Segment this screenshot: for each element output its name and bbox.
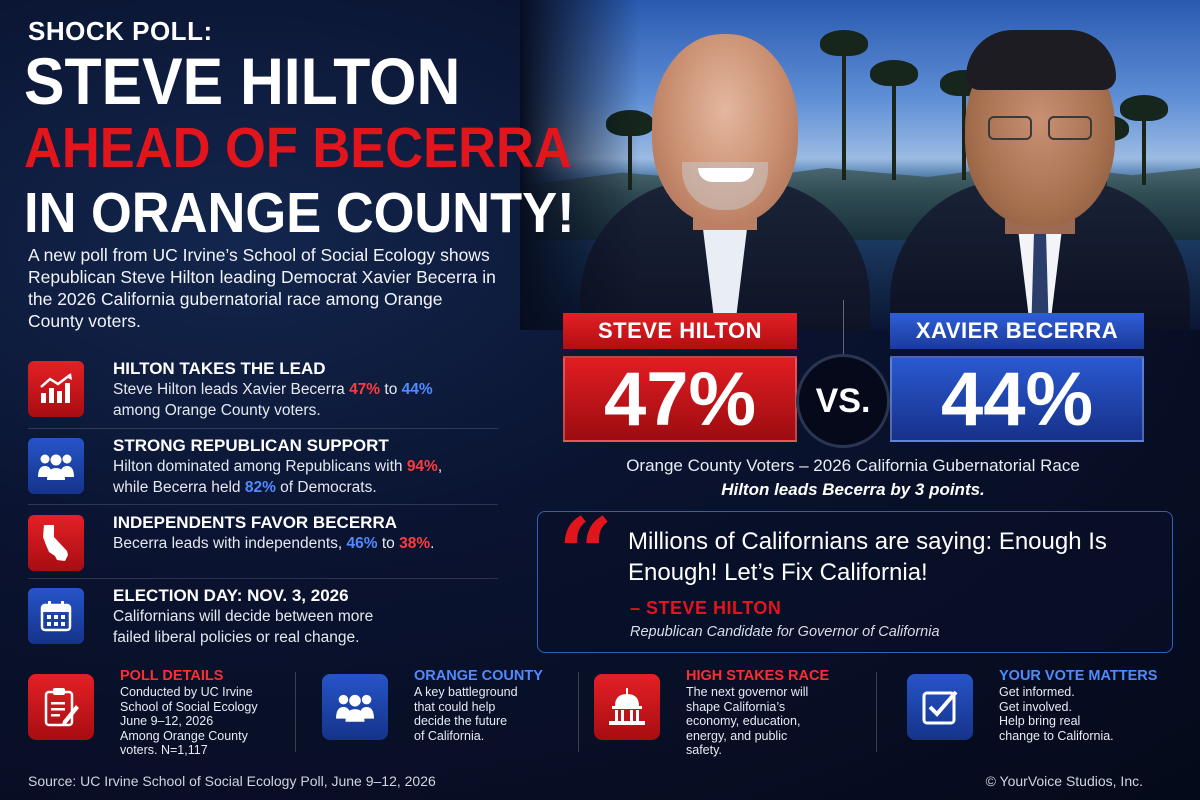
hilton-name-tag: STEVE HILTON [563,313,797,349]
point-title: ELECTION DAY: NOV. 3, 2026 [113,586,349,605]
hilton-republicans-value: 94% [406,458,438,475]
quote-mark-icon: “ [558,497,614,610]
divider [876,672,877,752]
divider [295,672,296,752]
capitol-building-icon [594,674,660,740]
source-note: Source: UC Irvine School of Social Ecolo… [28,773,436,789]
headline-line-2: AHEAD OF BECERRA [24,116,572,180]
point-independents: INDEPENDENTS FAVOR BECERRA Becerra leads… [28,513,518,581]
headline-line-3: IN ORANGE COUNTY! [24,181,575,245]
becerra-overall-value: 44% [401,381,433,398]
becerra-democrats-value: 82% [244,479,276,496]
palm-tree [870,60,918,180]
point-election-day: ELECTION DAY: NOV. 3, 2026 Californians … [28,586,518,654]
card-text: Conducted by UC Irvine School of Social … [120,685,258,757]
quote-text: Millions of Californians are saying: Eno… [628,528,1107,586]
card-title: ORANGE COUNTY [414,668,543,684]
hilton-independents-value: 38% [399,535,431,552]
palm-tree [820,30,868,180]
trend-chart-icon [28,361,84,417]
point-text: Steve Hilton leads Xavier Becerra 47% to… [113,381,433,419]
palm-tree [1120,95,1168,185]
point-title: INDEPENDENTS FAVOR BECERRA [113,513,397,532]
card-poll-details: POLL DETAILS Conducted by UC Irvine Scho… [28,662,293,766]
card-text: Get informed. Get involved. Help bring r… [999,685,1114,743]
lead-caption: Hilton leads Becerra by 3 points. [721,480,985,499]
card-your-vote: YOUR VOTE MATTERS Get informed. Get invo… [907,662,1177,766]
becerra-percentage: 44% [890,356,1144,442]
race-caption: Orange County Voters – 2026 California G… [626,456,1080,475]
card-text: The next governor will shape California’… [686,685,809,757]
people-group-icon [28,438,84,494]
quote-box: “ Millions of Californians are saying: E… [537,506,1173,653]
divider [578,672,579,752]
card-high-stakes: HIGH STAKES RACE The next governor will … [594,662,864,766]
clipboard-icon [28,674,94,740]
hilton-percentage: 47% [563,356,797,442]
becerra-name-tag: XAVIER BECERRA [890,313,1144,349]
checkbox-icon [907,674,973,740]
card-title: HIGH STAKES RACE [686,668,830,684]
intro-text: A new poll from UC Irvine’s School of So… [28,245,496,331]
point-title: STRONG REPUBLICAN SUPPORT [113,436,389,455]
point-hilton-lead: HILTON TAKES THE LEAD Steve Hilton leads… [28,359,518,427]
becerra-independents-value: 46% [346,535,378,552]
hilton-overall-value: 47% [349,381,381,398]
calendar-icon [28,588,84,644]
point-title: HILTON TAKES THE LEAD [113,359,326,378]
california-map-icon [28,515,84,571]
card-text: A key battleground that could help decid… [414,685,518,743]
quote-author: – STEVE HILTON [630,598,782,618]
card-orange-county: ORANGE COUNTY A key battleground that co… [322,662,572,766]
card-title: POLL DETAILS [120,668,224,684]
point-text: Californians will decide between more fa… [113,608,374,646]
candidates-photo [520,0,1200,330]
divider [28,428,498,429]
xavier-becerra-photo [890,20,1190,330]
kicker: SHOCK POLL: [28,16,213,46]
headline-line-1: STEVE HILTON [24,44,461,118]
people-group-icon [322,674,388,740]
info-cards: POLL DETAILS Conducted by UC Irvine Scho… [0,662,1200,768]
card-title: YOUR VOTE MATTERS [999,668,1158,684]
copyright: © YourVoice Studios, Inc. [985,773,1143,789]
point-republican-support: STRONG REPUBLICAN SUPPORT Hilton dominat… [28,436,518,504]
divider [28,578,498,579]
point-text: Hilton dominated among Republicans with … [113,458,443,496]
page-title: STEVE HILTON AHEAD OF BECERRA IN ORANGE … [24,48,575,242]
point-text: Becerra leads with independents, 46% to … [113,535,435,552]
quote-author-role: Republican Candidate for Governor of Cal… [630,624,940,640]
divider [843,300,844,354]
divider [28,504,498,505]
versus-badge: VS. [796,354,890,448]
